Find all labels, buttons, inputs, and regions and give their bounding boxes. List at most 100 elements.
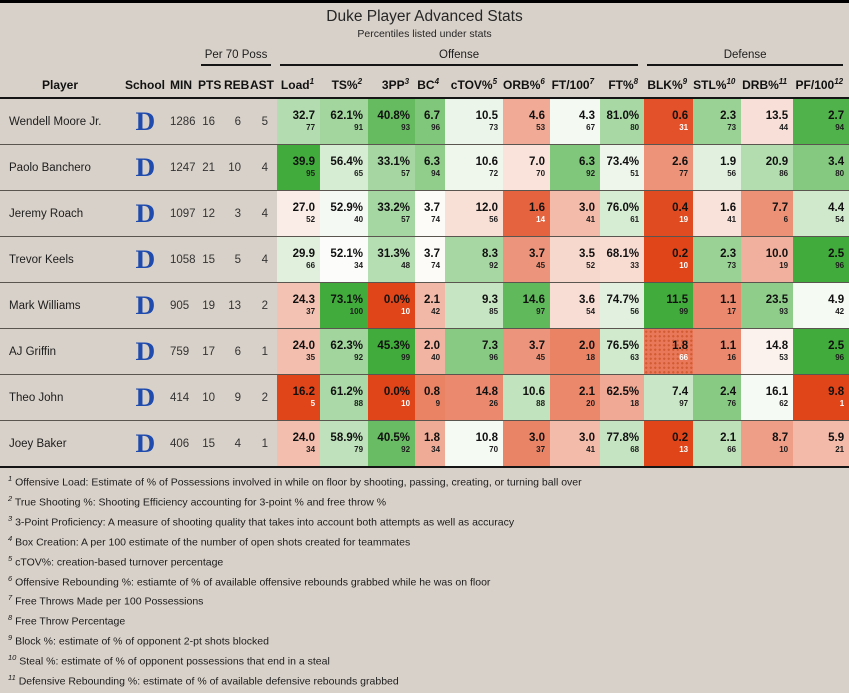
stat-cell-3pp: 40.5% 92 — [368, 420, 416, 466]
stat-percentile: 97 — [536, 307, 546, 316]
stat-cell-drb: 13.5 44 — [741, 98, 794, 145]
col-header-drb: DRB%11 — [741, 66, 794, 99]
footnote-12: 12 Personal Fouls per 100 Possessions — [8, 690, 841, 693]
col-header-ctov: cTOV%5 — [445, 66, 504, 99]
stat-percentile: 56 — [630, 307, 640, 316]
stat-value: 31.3% — [377, 248, 411, 260]
stat-percentile: 92 — [401, 445, 411, 454]
stat-value: 1.1 — [720, 340, 737, 352]
stat-percentile: 41 — [586, 445, 596, 454]
player-name: Mark Williams — [0, 282, 120, 329]
stat-cell-ft-100: 3.0 41 — [550, 420, 601, 466]
stat-value: 2.3 — [720, 110, 737, 122]
stat-percentile: 40 — [431, 353, 441, 362]
stat-cell-pf-100: 2.7 94 — [793, 98, 849, 145]
stat-value: 2.1 — [720, 432, 737, 444]
school-cell: D — [120, 328, 170, 375]
stat-percentile: 76 — [727, 399, 737, 408]
stat-cell-3pp: 31.3% 48 — [368, 236, 416, 283]
footnotes-list: 1 Offensive Load: Estimate of % of Posse… — [8, 471, 841, 693]
stat-percentile: 100 — [349, 307, 364, 316]
stat-percentile: 86 — [779, 169, 789, 178]
reb-cell: 5 — [224, 236, 250, 283]
stat-percentile: 48 — [401, 261, 411, 270]
stat-cell-ts: 62.3% 92 — [320, 328, 369, 375]
stat-cell-stl: 1.6 41 — [693, 190, 742, 237]
school-cell: D — [120, 282, 170, 329]
stat-percentile: 19 — [679, 215, 689, 224]
column-group-row: Per 70 Poss Offense Defense — [0, 44, 849, 66]
stat-percentile: 10 — [679, 261, 689, 270]
stat-cell-ctov: 12.0 56 — [445, 190, 504, 237]
stat-value: 0.8 — [424, 386, 441, 398]
stat-percentile: 73 — [727, 123, 737, 132]
player-row-joey-baker: Joey Baker D 406 15 4 1 24.0 34 58.9% 79 40.5% 92 1.… — [0, 420, 849, 466]
school-cell: D — [120, 236, 170, 283]
stat-cell-ctov: 10.8 70 — [445, 420, 504, 466]
stat-value: 61.2% — [330, 386, 364, 398]
stat-cell-drb: 10.0 19 — [741, 236, 794, 283]
stat-cell-stl: 2.3 73 — [693, 236, 742, 283]
stat-percentile: 66 — [679, 353, 689, 362]
stat-cell-pf-100: 4.4 54 — [793, 190, 849, 237]
min-cell: 1097 — [170, 190, 198, 237]
stat-cell-pf-100: 3.4 80 — [793, 144, 849, 191]
footnote-9: 9 Block %: estimate of % of opponent 2-p… — [8, 633, 269, 648]
reb-cell: 6 — [224, 328, 250, 375]
ast-cell: 4 — [250, 144, 278, 191]
stat-value: 7.3 — [482, 340, 499, 352]
stat-cell-orb: 4.6 53 — [503, 98, 551, 145]
stat-cell-bc: 2.1 42 — [415, 282, 446, 329]
stat-value: 73.1% — [330, 294, 364, 306]
stat-cell-stl: 2.1 66 — [693, 420, 742, 466]
duke-logo: D — [135, 244, 155, 274]
stat-value: 33.2% — [377, 202, 411, 214]
stat-percentile: 33 — [630, 261, 640, 270]
stat-value: 3.0 — [529, 432, 546, 444]
stat-percentile: 57 — [401, 215, 411, 224]
duke-logo: D — [135, 152, 155, 182]
stat-percentile: 97 — [679, 399, 689, 408]
stat-percentile: 53 — [779, 353, 789, 362]
footnote-7: 7 Free Throws Made per 100 Possessions — [8, 593, 204, 608]
stat-value: 16.2 — [292, 386, 316, 398]
pts-cell: 15 — [202, 437, 215, 450]
min-cell: 1247 — [170, 144, 198, 191]
stat-percentile: 37 — [306, 307, 316, 316]
stat-percentile: 94 — [431, 169, 441, 178]
ast-cell: 1 — [250, 328, 278, 375]
stat-cell-ft: 77.8% 68 — [600, 420, 645, 466]
stat-value: 3.7 — [529, 340, 546, 352]
pts-cell: 17 — [198, 328, 224, 375]
stat-value: 3.5 — [579, 248, 596, 260]
stat-value: 6.3 — [424, 156, 441, 168]
stat-value: 2.4 — [720, 386, 737, 398]
stat-cell-ctov: 8.3 92 — [445, 236, 504, 283]
stat-value: 4.3 — [579, 110, 596, 122]
col-header-stl: STL%10 — [693, 66, 742, 99]
stat-percentile: 20 — [586, 399, 596, 408]
stat-percentile: 96 — [489, 353, 499, 362]
stat-cell-pf-100: 5.9 21 — [793, 420, 849, 466]
duke-logo: D — [135, 428, 155, 458]
stat-percentile: 52 — [586, 261, 596, 270]
footnote-3: 3 3-Point Proficiency: A measure of shoo… — [8, 513, 515, 529]
stat-value: 0.4 — [672, 202, 689, 214]
footnote-10: 10 Steal %: estimate of % of opponent po… — [8, 653, 330, 668]
duke-logo: D — [135, 198, 155, 228]
stat-percentile: 53 — [536, 123, 546, 132]
reb-cell: 13 — [224, 282, 250, 329]
stat-percentile: 88 — [354, 399, 364, 408]
col-header-pf-100: PF/10012 — [793, 66, 849, 99]
min-cell: 414 — [170, 374, 198, 421]
stat-cell-bc: 3.7 74 — [415, 236, 446, 283]
stat-value: 33.1% — [377, 156, 411, 168]
stat-value: 0.6 — [672, 110, 689, 122]
column-header-row: Player School MIN PTS REB AST Load1 TS%2 3PP3 BC4… — [0, 66, 849, 99]
stat-percentile: 45 — [536, 353, 546, 362]
stat-cell-3pp: 33.1% 57 — [368, 144, 416, 191]
stat-value: 3.7 — [424, 202, 441, 214]
page-title: Duke Player Advanced Stats — [326, 8, 523, 25]
col-header-ts: TS%2 — [320, 66, 369, 99]
stat-percentile: 65 — [354, 169, 364, 178]
